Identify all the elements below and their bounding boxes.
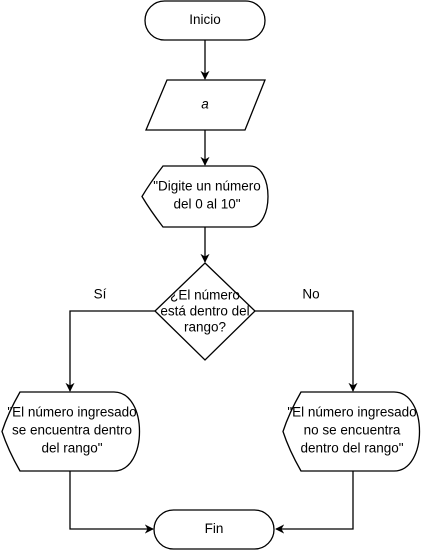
- end-label: Fin: [205, 521, 224, 536]
- no-output-line-3: dentro del rango": [300, 441, 403, 456]
- yes-output-line-3: del rango": [41, 441, 102, 456]
- yes-output-line-2: se encuentra dentro: [12, 423, 132, 438]
- edge-yes-end: [69, 471, 154, 534]
- edge-no-end: [275, 471, 354, 534]
- yes-output-line-1: "El número ingresado: [7, 405, 136, 420]
- prompt-node: "Digite un número del 0 al 10": [141, 165, 269, 228]
- end-node: Fin: [153, 509, 275, 550]
- no-output-line-2: no se encuentra: [304, 423, 401, 438]
- prompt-line-1: "Digite un número: [153, 179, 261, 194]
- decision-line-1: ¿El número: [170, 288, 240, 303]
- edge-decision-no: [255, 310, 358, 392]
- no-output-node: "El número ingresado no se encuentra den…: [282, 391, 420, 472]
- yes-output-node: "El número ingresado se encuentra dentro…: [1, 391, 140, 472]
- edge-label-no: No: [302, 287, 319, 302]
- decision-line-3: rango?: [184, 320, 226, 335]
- decision-node: ¿El número está dentro del rango?: [154, 262, 256, 361]
- start-node: Inicio: [144, 0, 266, 41]
- decision-line-2: está dentro del: [160, 304, 249, 319]
- edge-decision-yes: [65, 310, 155, 392]
- prompt-line-2: del 0 al 10": [173, 197, 240, 212]
- no-output-line-1: "El número ingresado: [287, 405, 416, 420]
- input-node: a: [145, 79, 266, 131]
- start-label: Inicio: [189, 12, 221, 27]
- edge-label-yes: Sí: [94, 287, 107, 302]
- input-label: a: [201, 97, 209, 112]
